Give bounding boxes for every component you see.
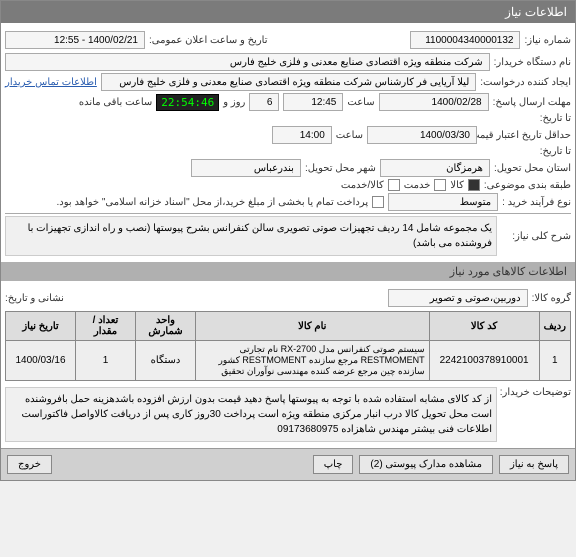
respond-button[interactable]: پاسخ به نیاز	[499, 455, 569, 474]
col-code: کد کالا	[429, 312, 539, 341]
buyer-notes-label: توضیحات خریدار:	[501, 387, 571, 398]
footer-bar: پاسخ به نیاز مشاهده مدارک پیوستی (2) چاپ…	[1, 448, 575, 480]
payment-checkbox[interactable]	[372, 196, 384, 208]
top-section: شماره نیاز: 1100004340000132 تاریخ و ساع…	[1, 23, 575, 262]
buyer-org-field: شرکت منطقه ویژه اقتصادی صنایع معدنی و فل…	[5, 53, 490, 71]
to-date-label: تا تاریخ:	[540, 146, 571, 157]
deadline-date-field: 1400/02/28	[379, 93, 489, 111]
remain-days-field: 6	[249, 93, 279, 111]
items-section-header: اطلاعات کالاهای مورد نیاز	[1, 262, 575, 281]
cell-row: 1	[539, 341, 570, 381]
buyer-notes-text: از کد کالای مشابه استفاده شده با توجه به…	[5, 387, 497, 442]
deadline-time-field: 12:45	[283, 93, 343, 111]
delivery-city-label: شهر محل تحویل:	[305, 163, 376, 174]
attachments-button[interactable]: مشاهده مدارک پیوستی (2)	[359, 455, 493, 474]
service-checkbox[interactable]	[434, 179, 446, 191]
addr-label: نشانی و تاریخ:	[5, 293, 64, 304]
remain-and-label: روز و	[223, 97, 245, 108]
goods-chk-label: کالا	[450, 180, 464, 191]
goods-checkbox[interactable]	[468, 179, 480, 191]
time-label-1: ساعت	[347, 97, 374, 108]
window-title: اطلاعات نیاز	[505, 5, 567, 19]
cell-qty: 1	[76, 341, 136, 381]
process-type-field: متوسط	[388, 193, 498, 211]
goods-service-checkbox[interactable]	[388, 179, 400, 191]
col-name: نام کالا	[196, 312, 430, 341]
contact-link[interactable]: اطلاعات تماس خریدار	[5, 77, 97, 88]
delivery-state-field: هرمزگان	[380, 159, 490, 177]
goods-service-chk-label: کالا/خدمت	[341, 180, 384, 191]
buyer-org-label: نام دستگاه خریدار:	[494, 57, 571, 68]
min-credit-label: حداقل تاریخ اعتبار قیمت:	[481, 130, 571, 141]
cell-date: 1400/03/16	[6, 341, 76, 381]
remain-suffix-label: ساعت باقی مانده	[79, 97, 152, 108]
col-row: ردیف	[539, 312, 570, 341]
creator-label: ایجاد کننده درخواست:	[480, 77, 571, 88]
exit-button[interactable]: خروج	[7, 455, 52, 474]
payment-note-label: پرداخت تمام یا بخشی از مبلغ خرید،از محل …	[57, 197, 369, 208]
need-info-window: اطلاعات نیاز شماره نیاز: 110000434000013…	[0, 0, 576, 481]
deadline-label: مهلت ارسال پاسخ:	[493, 97, 571, 108]
window-title-bar: اطلاعات نیاز	[1, 1, 575, 23]
col-qty: تعداد / مقدار	[76, 312, 136, 341]
public-date-label: تاریخ و ساعت اعلان عمومی:	[149, 35, 268, 46]
cell-unit: دستگاه	[136, 341, 196, 381]
table-row[interactable]: 1 2242100378910001 سیستم صوتی کنفرانس مد…	[6, 341, 571, 381]
group-label: گروه کالا:	[532, 293, 571, 304]
group-field: دوربین،صوتی و تصویر	[388, 289, 528, 307]
cell-code: 2242100378910001	[429, 341, 539, 381]
print-button[interactable]: چاپ	[313, 455, 354, 474]
budget-type-label: طبقه بندی موضوعی:	[484, 180, 571, 191]
need-no-field: 1100004340000132	[410, 31, 520, 49]
items-table: ردیف کد کالا نام کالا واحد شمارش تعداد /…	[5, 311, 571, 381]
table-header-row: ردیف کد کالا نام کالا واحد شمارش تعداد /…	[6, 312, 571, 341]
min-credit-time-field: 14:00	[272, 126, 332, 144]
time-label-2: ساعت	[336, 130, 363, 141]
separator	[5, 213, 571, 214]
creator-field: لیلا آریایی فر کارشناس شرکت منطقه ویژه ا…	[101, 73, 476, 91]
remain-timer: 22:54:46	[156, 94, 219, 111]
delivery-state-label: استان محل تحویل:	[494, 163, 571, 174]
service-chk-label: خدمت	[404, 180, 431, 191]
min-credit-date-field: 1400/03/30	[367, 126, 477, 144]
need-no-label: شماره نیاز:	[524, 35, 571, 46]
col-date: تاریخ نیاز	[6, 312, 76, 341]
process-type-label: نوع فرآیند خرید :	[502, 197, 571, 208]
items-section: گروه کالا: دوربین،صوتی و تصویر نشانی و ت…	[1, 281, 575, 448]
col-unit: واحد شمارش	[136, 312, 196, 341]
delivery-city-field: بندرعباس	[191, 159, 301, 177]
desc-title-label: شرح کلی نیاز:	[501, 231, 571, 242]
public-date-field: 1400/02/21 - 12:55	[5, 31, 145, 49]
footer-spacer	[58, 455, 307, 474]
desc-text: یک مجموعه شامل 14 ردیف تجهیزات صوتی تصوی…	[5, 216, 497, 256]
validity-label: تا تاریخ:	[540, 113, 571, 124]
cell-name: سیستم صوتی کنفرانس مدل RX-2700 نام تجارت…	[196, 341, 430, 381]
